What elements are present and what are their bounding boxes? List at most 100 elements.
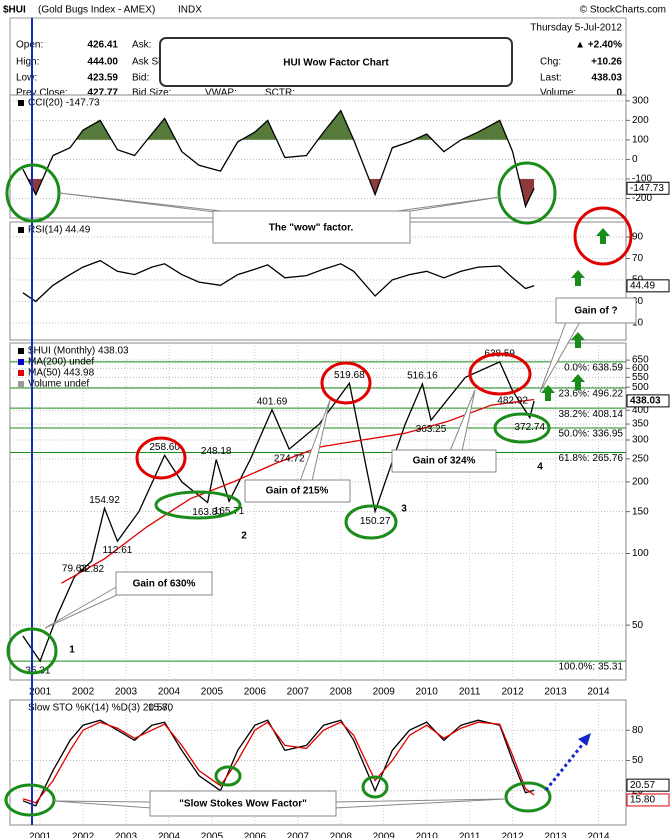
quote-value: 0 [616,88,622,99]
quote-value: +10.26 [591,57,622,68]
y-tick-label: -100 [632,174,652,185]
y-tick-label: 500 [632,382,649,393]
highlight [6,627,58,675]
marker: 3 [401,504,407,515]
quote-label: Last: [540,73,562,84]
x-tick-label: 2014 [587,687,610,698]
title-box [159,37,513,87]
x-tick-label: 2008 [330,687,353,698]
price-label: 163.81 [192,507,223,518]
value-tag [626,181,670,195]
quote-label: SCTR: [265,88,295,99]
legend-swatch [18,381,24,387]
arrow-head [578,733,591,746]
fib-label: 50.0%: 336.95 [559,429,624,440]
y-tick-label: 50 [632,620,644,631]
series-line [22,361,535,663]
highlight [344,504,398,540]
chart-layer: Open: 426.41 High: 444.00 Low: 423.59 Prev Clo… [9,18,670,838]
series-line [22,719,535,807]
gain-label: Gain of 630% [133,579,196,590]
change-pct: ▲ +2.40% [575,40,622,51]
value-tag [626,793,670,807]
gain-box [391,449,497,473]
quote-label: Bid: [132,73,149,84]
price-label: 79.63 [62,564,87,575]
legend-swatch [18,348,24,354]
x-tick-label: 2006 [244,687,267,698]
panel-frame [9,342,627,681]
value-tag [626,778,670,792]
marker: 1 [69,645,75,656]
quote-label: Ask Size: [132,57,174,68]
x-tick-label: 2002 [72,687,95,698]
price-label: 165.71 [214,506,245,517]
x-tick-label: 2012 [501,832,524,838]
y-tick-label: 350 [632,419,649,430]
price-label: 516.16 [407,371,438,382]
panel-frame [9,94,627,219]
x-tick-label: 2010 [416,687,439,698]
x-tick-label: 2011 [459,832,481,838]
x-tick-label: 2003 [115,832,138,838]
credit: © StockCharts.com [580,5,666,16]
highlight [154,490,242,520]
gain-box [244,479,351,503]
y-tick-label: 300 [632,95,649,106]
price-label: 363.25 [416,424,447,435]
legend-entry: 15.80 [148,703,173,714]
gain-label: Gain of ? [574,306,617,317]
marker: 2 [241,531,247,542]
fib-label: 61.8%: 265.76 [559,453,624,464]
x-tick-label: 2001 [29,832,52,838]
fib-label: 0.0%: 638.59 [564,363,623,374]
value-tag-label: 44.49 [630,280,655,291]
quote-label: Prev Close: [16,88,68,99]
highlight [361,775,389,799]
x-tick-label: 2011 [459,687,481,698]
x-tick-label: 2013 [544,687,567,698]
gain-box [115,571,213,596]
series-line [22,109,535,209]
highlight [497,161,557,225]
price-label: 150.27 [360,516,391,527]
wow-label: The "wow" factor. [269,223,354,234]
highlight [214,765,242,787]
date: Thursday 5-Jul-2012 [530,23,622,34]
wow-box [212,210,411,244]
x-tick-label: 2010 [416,832,439,838]
highlight [135,436,187,480]
quote-value: 444.00 [87,57,118,68]
description: (Gold Bugs Index - AMEX) [38,5,155,16]
quote-value: 438.03 [591,73,622,84]
symbol: $HUI [3,5,26,16]
x-tick-label: 2005 [201,687,224,698]
quote-value: 427.77 [87,88,118,99]
price-label: 258.60 [149,442,180,453]
quote-label: Volume: [540,88,576,99]
fib-label: 38.2%: 408.14 [559,409,624,420]
x-tick-label: 2012 [501,687,524,698]
up-arrow [571,332,585,348]
y-tick-label: 0 [632,154,638,165]
up-arrow [596,228,610,244]
x-tick-label: 2004 [158,832,181,838]
y-tick-label: 550 [632,372,649,383]
y-tick-label: -200 [632,193,652,204]
gain-label: Gain of 215% [266,486,329,497]
fib-label: 23.6%: 496.22 [559,389,624,400]
x-tick-label: 2008 [330,832,353,838]
value-tag-label: 15.80 [630,795,655,806]
legend-swatch [18,359,24,365]
highlight [493,412,551,444]
quote-label: High: [16,57,39,68]
price-label: 482.92 [497,395,528,406]
y-tick-label: 600 [632,363,649,374]
y-tick-label: 50 [632,755,644,766]
price-label: 112.61 [102,545,132,556]
value-tag-label: -147.73 [630,183,664,194]
quote-value: 423.59 [87,73,118,84]
highlight [320,361,372,405]
quote-label: Low: [16,73,37,84]
highlight [4,783,56,817]
